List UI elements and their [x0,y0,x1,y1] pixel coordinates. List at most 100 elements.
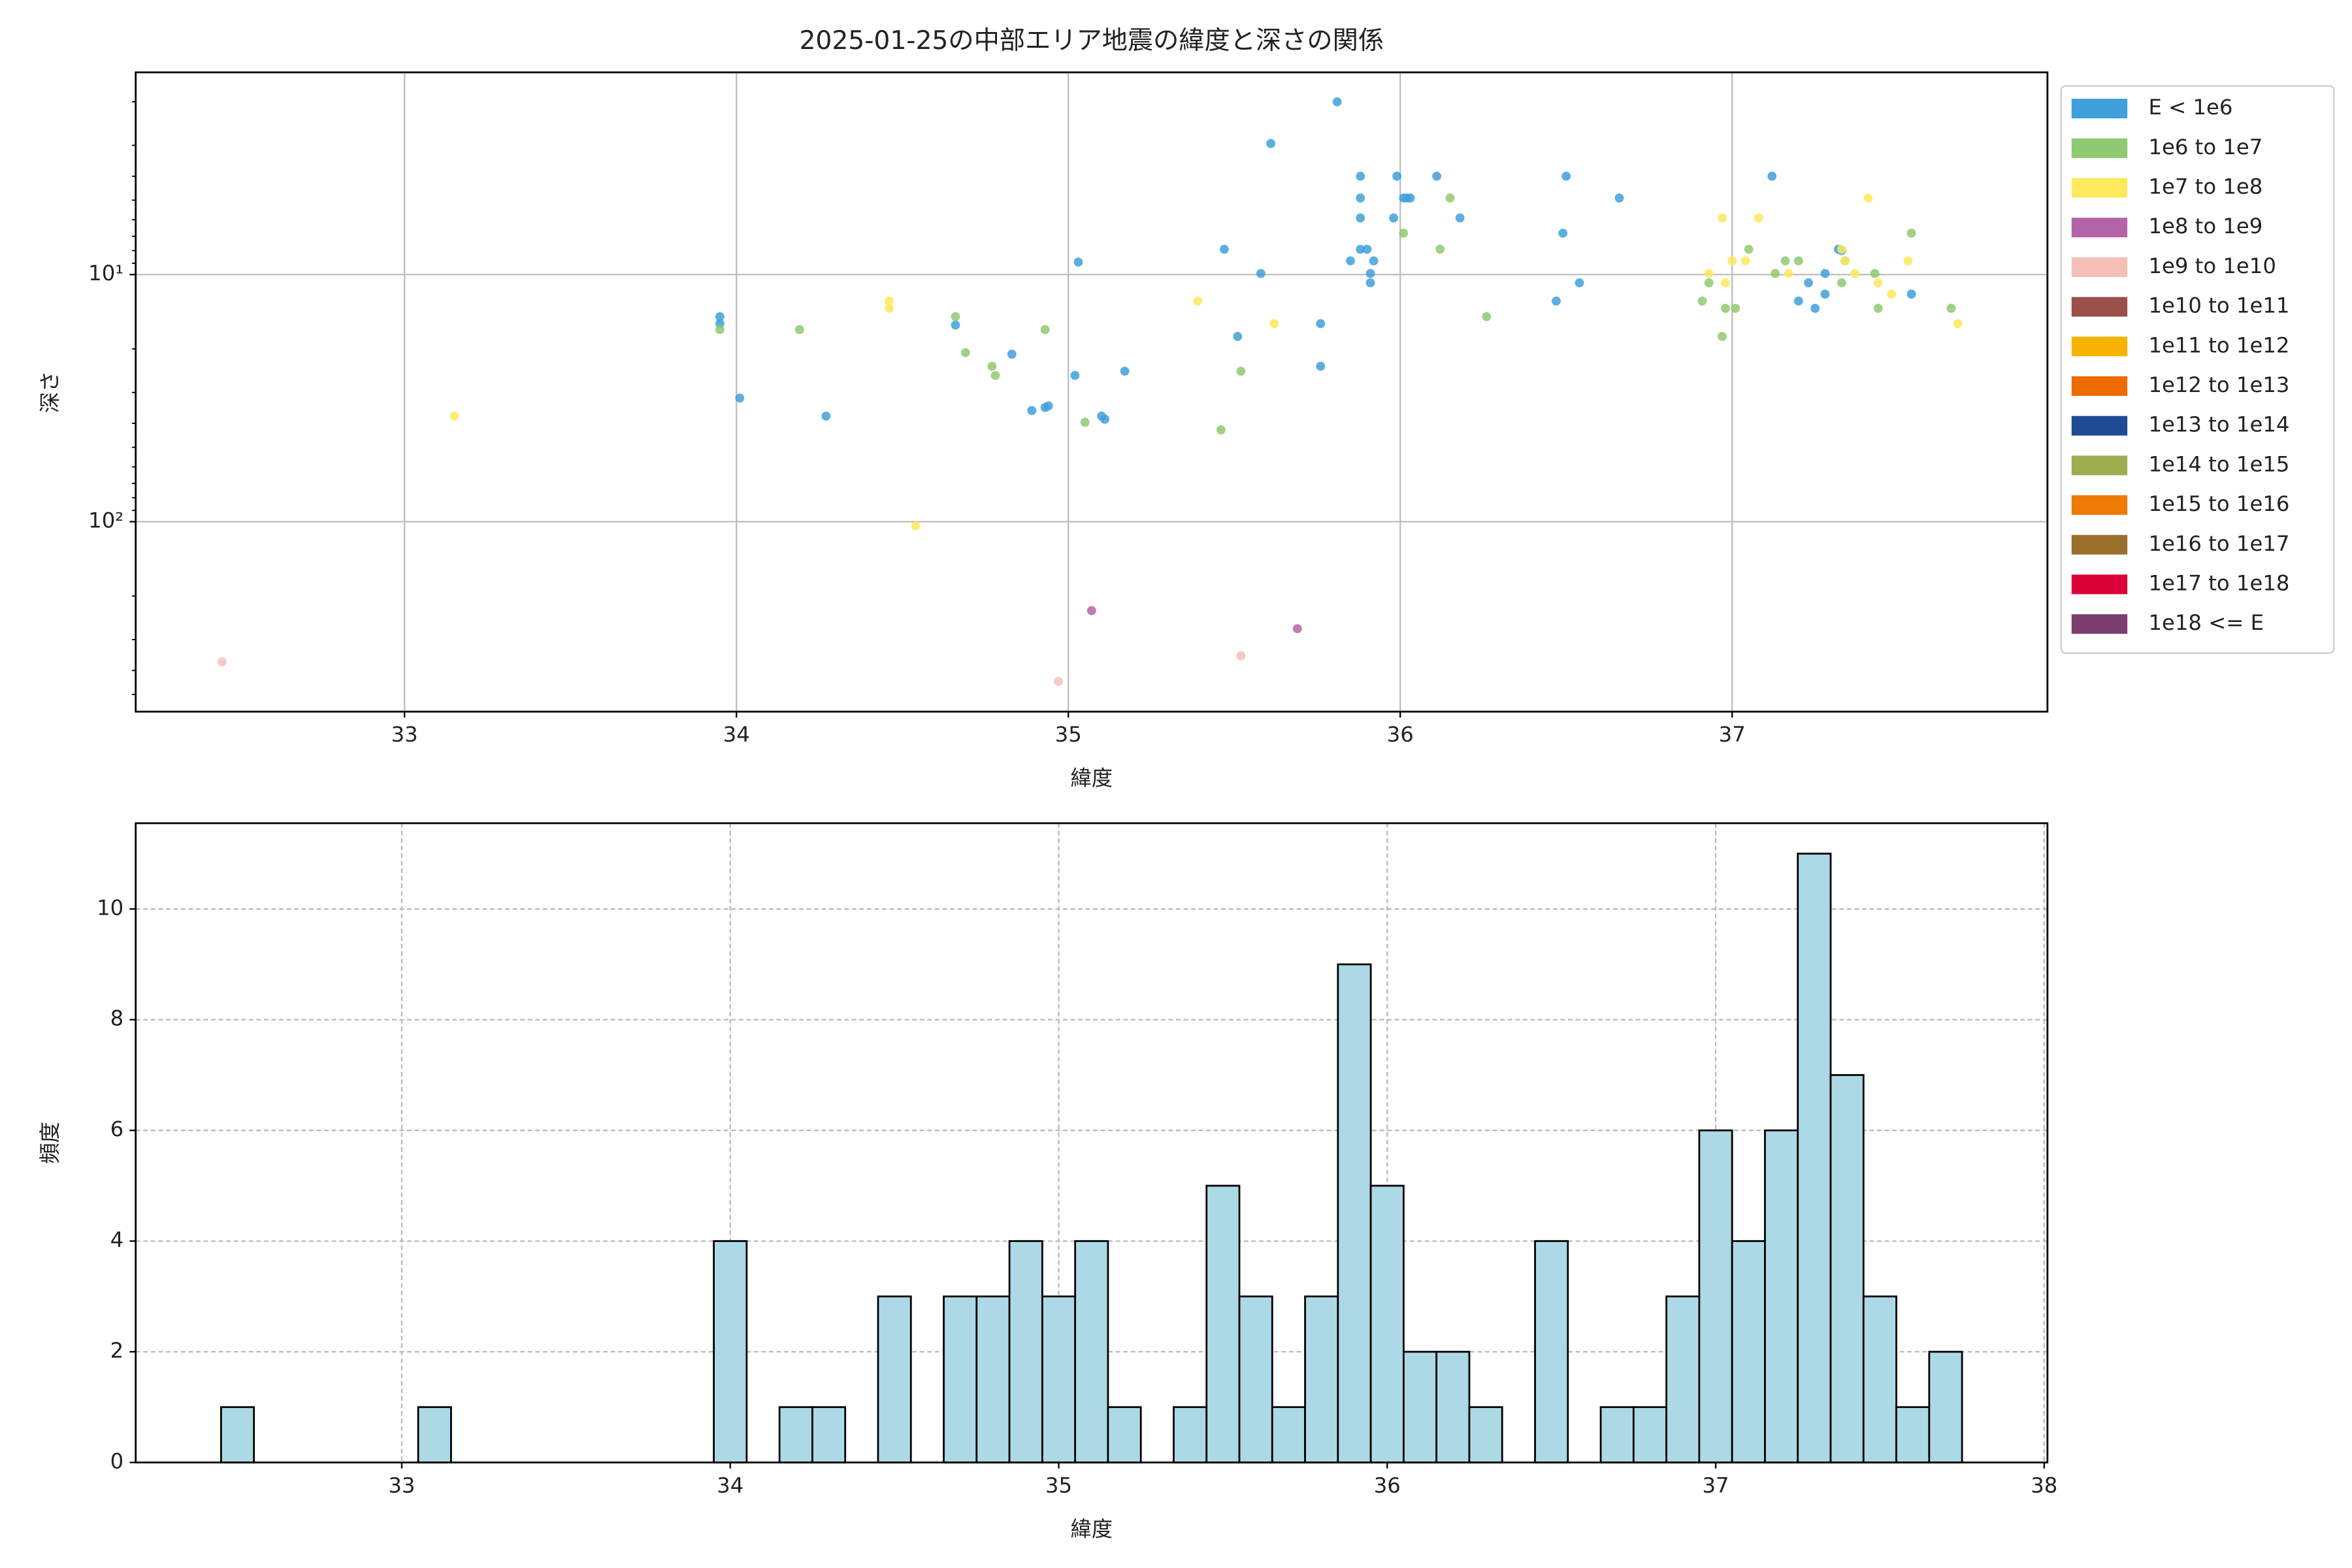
bar [1698,1129,1733,1463]
point [1120,367,1130,376]
legend-label: 1e7 to 1e8 [2148,174,2262,199]
bar [1862,1295,1897,1463]
x-tick-label: 36 [1374,1473,1401,1497]
legend-swatch [2071,138,2128,158]
point [1561,171,1571,181]
legend-swatch [2071,257,2128,277]
point [1405,193,1415,203]
x-axis-label: 緯度 [1070,766,1113,791]
bar [220,1406,255,1463]
legend-box [2060,85,2335,654]
legend-swatch [2071,376,2128,396]
x-tick-label: 35 [1045,1473,1072,1497]
point [1086,606,1096,615]
legend-label: 1e10 to 1e11 [2148,293,2289,318]
point [1080,417,1090,427]
point [1007,350,1017,359]
point [715,312,725,321]
point [1850,269,1860,278]
legend-swatch [2071,416,2128,436]
bar [1271,1406,1306,1463]
y-tick-label: 8 [110,1006,124,1031]
y-tick-label: 10² [88,508,123,532]
legend-label: 1e17 to 1e18 [2148,570,2289,595]
point [1216,425,1226,434]
bar [1337,963,1372,1463]
bar [1041,1295,1077,1463]
point [1575,278,1584,287]
point [911,521,921,531]
legend-label: 1e8 to 1e9 [2148,214,2262,238]
point [1356,171,1365,181]
point [1704,269,1714,278]
point [1392,171,1402,181]
legend-swatch [2071,336,2128,357]
point [1365,269,1375,278]
point [1697,296,1707,306]
point [1721,304,1730,313]
point [735,393,745,403]
legend-swatch [2071,218,2128,238]
point [1445,193,1455,203]
point [1767,171,1777,181]
legend-swatch [2071,534,2128,555]
point [1721,278,1730,287]
point [1220,244,1229,254]
point [1369,256,1379,266]
point [1804,278,1813,287]
bar [877,1295,912,1463]
legend-label: 1e18 <= E [2148,610,2264,635]
x-tick-label: 36 [1387,722,1414,747]
x-tick-label: 37 [1702,1473,1729,1497]
point [1043,401,1053,411]
point [1718,332,1727,341]
point [1784,269,1793,278]
x-tick-label: 33 [391,722,418,747]
legend-label: 1e6 to 1e7 [2148,135,2262,159]
point [1027,406,1037,416]
point [884,304,894,313]
point [1482,312,1492,321]
point [1840,256,1850,266]
bar [1599,1406,1635,1463]
point [951,312,960,321]
bar [1403,1350,1438,1463]
y-tick-label: 6 [110,1117,124,1141]
point [1873,278,1883,287]
point [1389,213,1398,223]
point [1771,269,1780,278]
bar [417,1406,452,1463]
point [884,296,894,306]
legend-label: 1e11 to 1e12 [2148,333,2289,357]
point [1863,193,1873,203]
point [1780,256,1790,266]
point [1744,244,1754,254]
point [1346,256,1355,266]
point [1704,278,1714,287]
bar [1008,1240,1043,1463]
point [1365,278,1375,287]
bar [1534,1240,1569,1463]
legend-label: 1e13 to 1e14 [2148,412,2289,437]
point [1558,228,1568,238]
point [1793,296,1803,306]
point [1236,651,1246,661]
point [1455,213,1465,223]
point [1906,228,1916,238]
point [1356,193,1365,203]
point [1193,296,1203,306]
point [1040,325,1050,335]
point [1820,269,1830,278]
legend-label: E < 1e6 [2148,95,2232,120]
legend-swatch [2071,178,2128,198]
bar [1632,1406,1668,1463]
point [1256,269,1266,278]
y-axis-label: 深さ [37,371,62,414]
legend-swatch [2071,495,2128,515]
bar [1731,1240,1766,1463]
bar [713,1240,748,1463]
point [1727,256,1737,266]
point [1887,289,1897,299]
